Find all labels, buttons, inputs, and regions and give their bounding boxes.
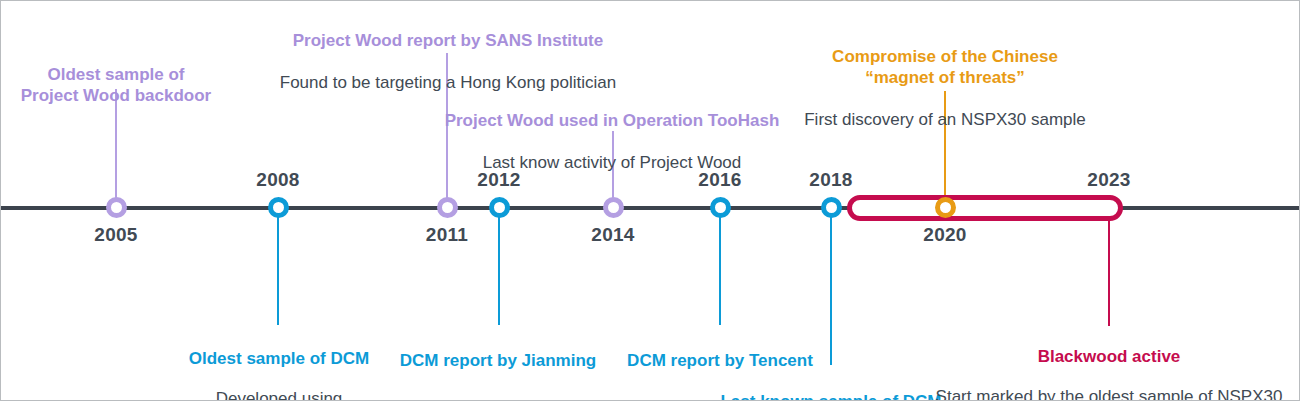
event-oldest-dcm: Oldest sample of DCM Developed using Pro… — [159, 329, 399, 401]
event-title: Oldest sample of DCM — [159, 349, 399, 369]
year-label-2020: 2020 — [905, 224, 985, 246]
connector-2008 — [277, 217, 279, 325]
year-label-2014: 2014 — [573, 224, 653, 246]
year-label-2005: 2005 — [76, 224, 156, 246]
event-subtitle: Developed using Project Wood’s codebase — [159, 389, 399, 401]
event-title: DCM report by Jianming — [378, 350, 618, 371]
event-subtitle: First discovery of an NSPX30 sample — [775, 109, 1115, 130]
event-title: Project Wood used in Operation TooHash — [402, 110, 822, 131]
marker-2011 — [437, 197, 458, 218]
event-title: Compromise of the Chinese “magnet of thr… — [775, 46, 1115, 88]
connector-2016 — [719, 217, 721, 325]
marker-2014 — [603, 197, 624, 218]
year-label-2011: 2011 — [407, 224, 487, 246]
marker-2005 — [106, 197, 127, 218]
event-operation-toohash: Project Wood used in Operation TooHash L… — [402, 89, 822, 194]
event-title: Blackwood active — [919, 347, 1299, 367]
event-subtitle: Start marked by the oldest sample of NSP… — [919, 387, 1299, 401]
event-blackwood-active: Blackwood active Start marked by the old… — [919, 327, 1299, 401]
marker-2012 — [489, 197, 510, 218]
event-magnet-of-threats: Compromise of the Chinese “magnet of thr… — [775, 25, 1115, 151]
event-dcm-jianming: DCM report by Jianming — [378, 329, 618, 392]
event-title: Project Wood report by SANS Institute — [238, 30, 658, 51]
connector-blackwood — [1108, 219, 1110, 326]
marker-2008 — [268, 197, 289, 218]
event-oldest-project-wood: Oldest sample of Project Wood backdoor — [1, 43, 231, 127]
event-title: Oldest sample of Project Wood backdoor — [1, 64, 231, 106]
marker-2016 — [710, 197, 731, 218]
year-label-2008: 2008 — [238, 169, 318, 191]
marker-2018 — [821, 197, 842, 218]
timeline-canvas: 2005 2008 2011 2012 2014 2016 2018 2020 … — [0, 0, 1300, 401]
year-label-2023: 2023 — [1069, 169, 1149, 191]
blackwood-range-pill — [847, 195, 1123, 221]
connector-2012 — [498, 217, 500, 325]
event-subtitle: Last know activity of Project Wood — [402, 152, 822, 173]
event-title: DCM report by Tencent — [600, 350, 840, 371]
marker-2020 — [935, 197, 956, 218]
